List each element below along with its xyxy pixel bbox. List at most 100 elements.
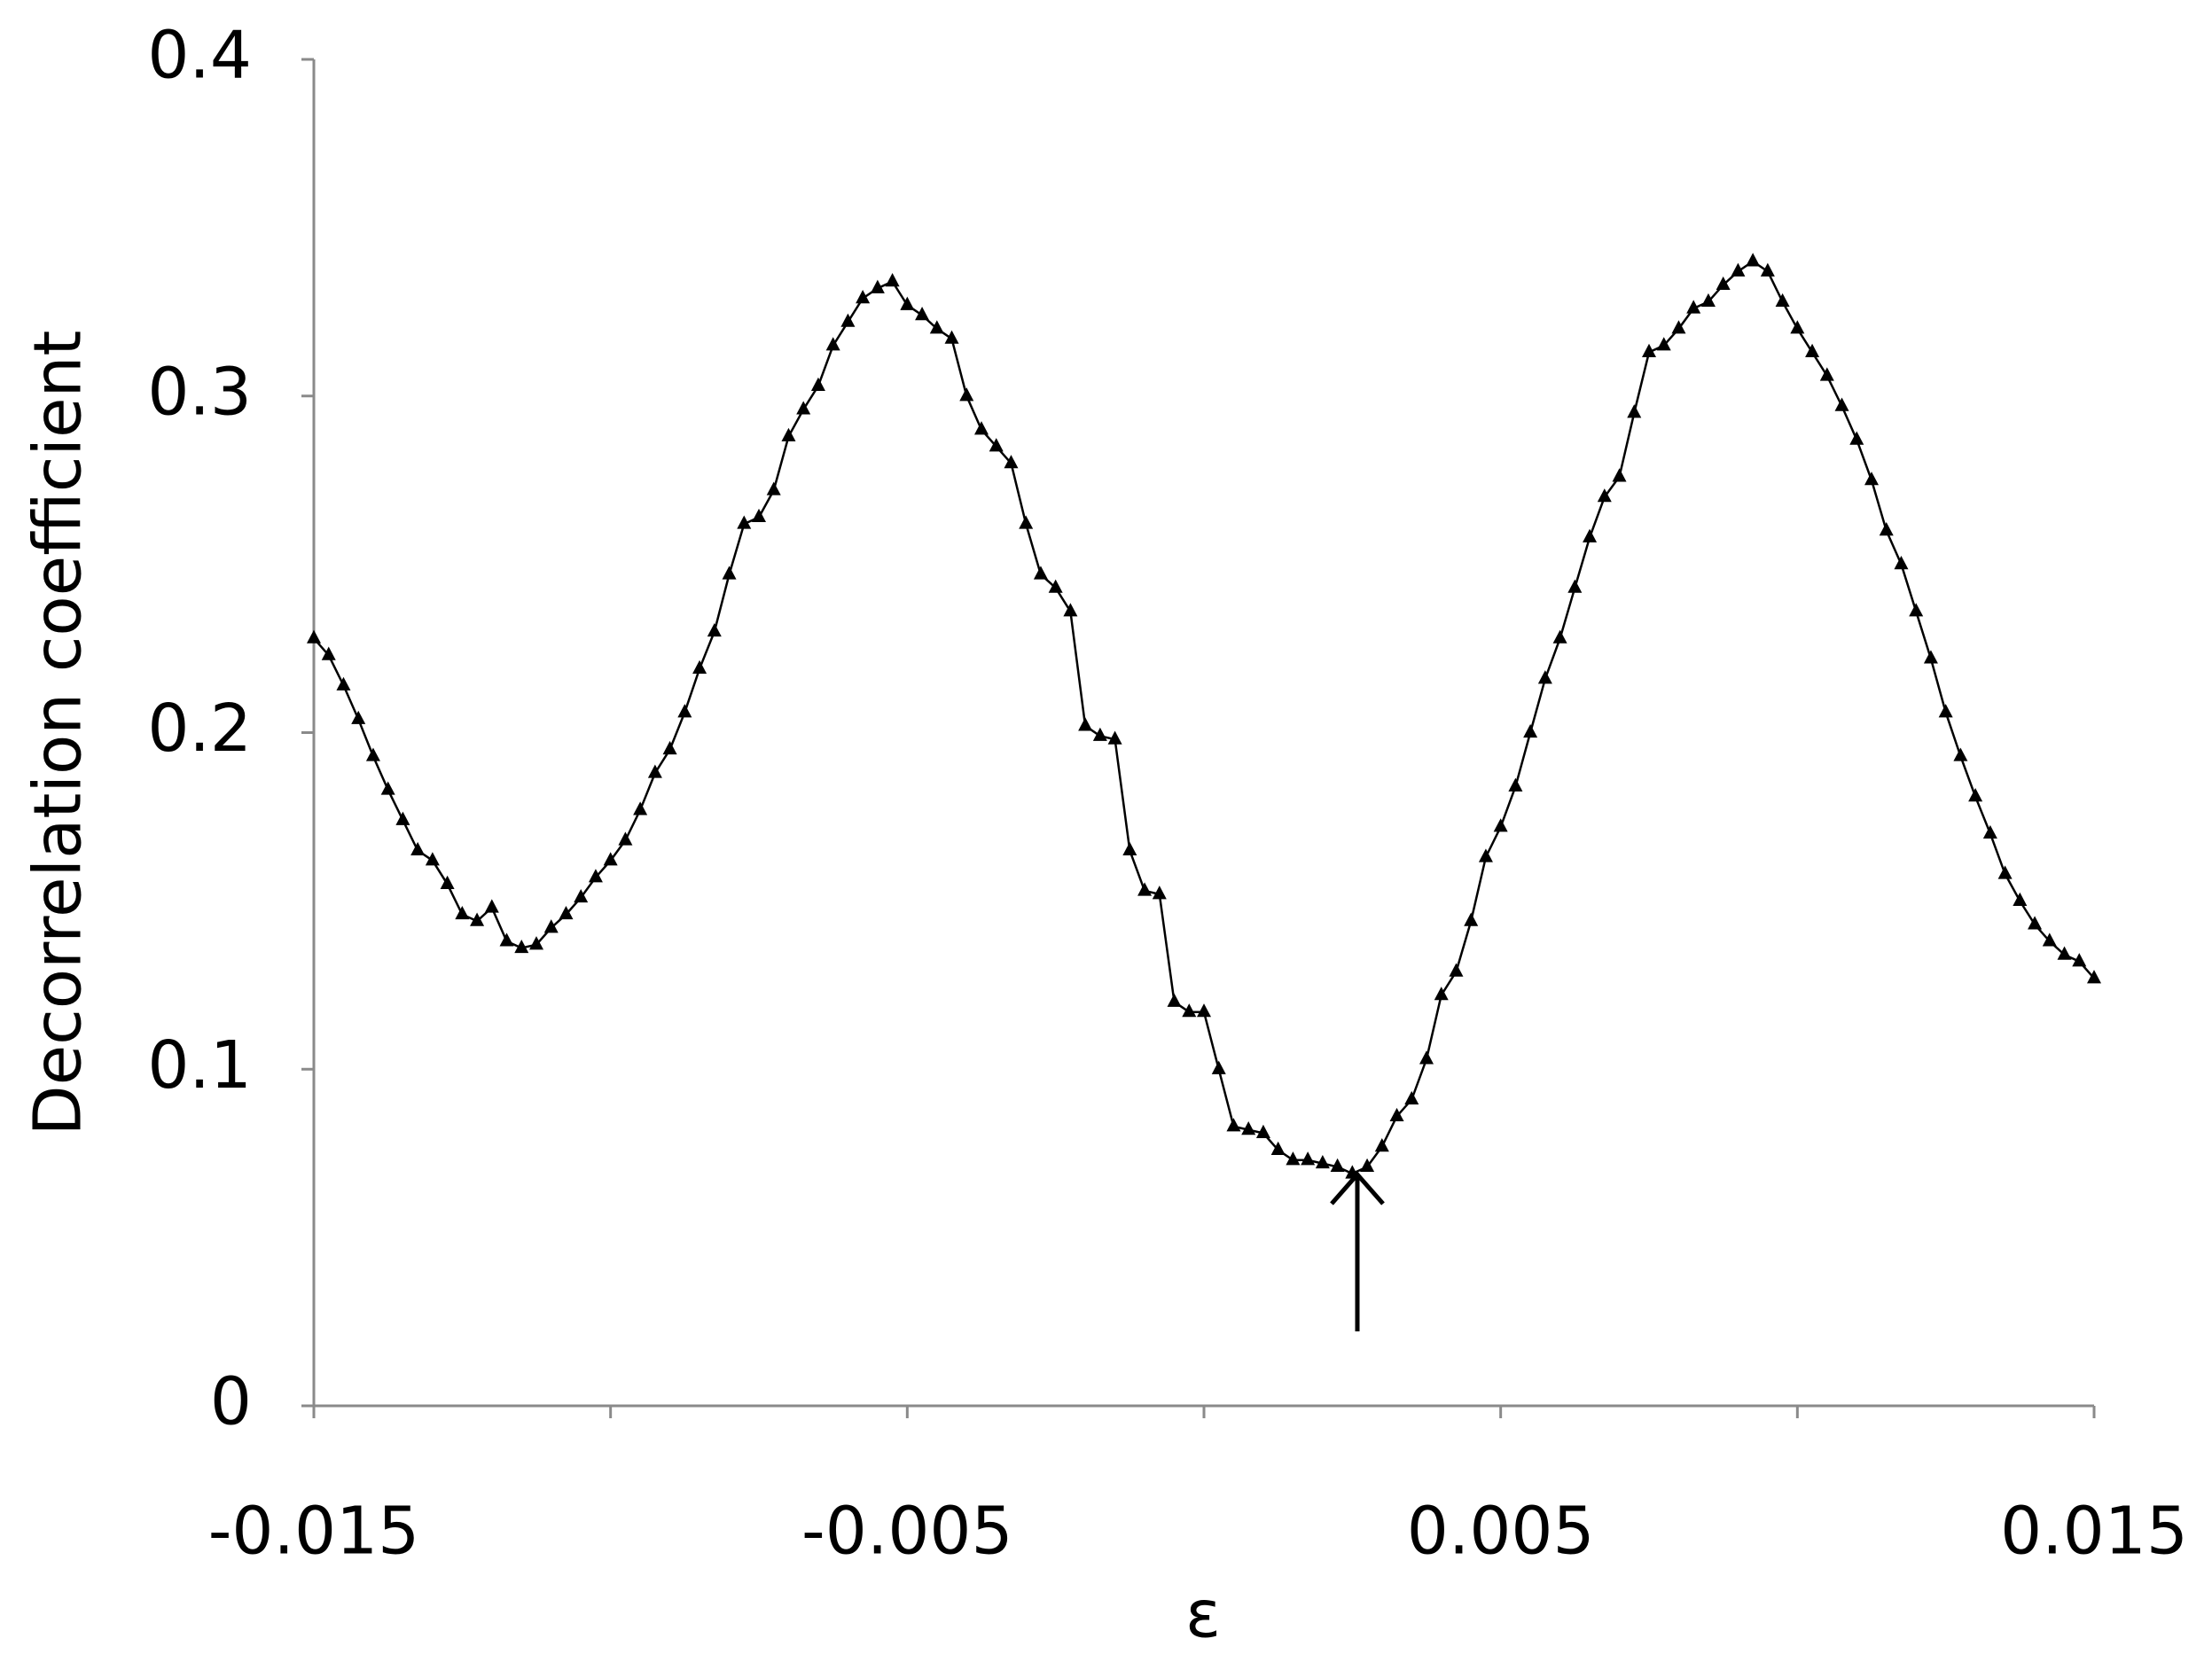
triangle-marker <box>1360 1158 1375 1172</box>
triangle-marker <box>588 869 603 883</box>
triangle-marker <box>856 290 871 304</box>
triangle-marker <box>1968 788 1983 802</box>
triangle-marker <box>380 781 395 795</box>
triangle-marker <box>1819 367 1834 381</box>
triangle-marker <box>351 710 366 724</box>
triangle-marker <box>1330 1158 1345 1172</box>
x-axis-label: ε <box>1185 1577 1221 1653</box>
triangle-marker <box>647 764 662 778</box>
triangle-marker <box>989 438 1004 452</box>
triangle-marker <box>633 801 648 815</box>
triangle-marker <box>810 377 825 391</box>
triangle-marker <box>737 515 752 529</box>
triangle-marker <box>752 508 766 523</box>
triangle-marker <box>1686 300 1701 314</box>
triangle-marker <box>1211 1060 1226 1074</box>
triangle-marker <box>1004 455 1019 469</box>
triangle-marker <box>677 704 692 718</box>
triangle-marker <box>1019 515 1034 529</box>
triangle-marker <box>1864 472 1879 486</box>
triangle-marker <box>1301 1151 1316 1166</box>
triangle-marker <box>1033 566 1048 580</box>
x-tick-label: 0.005 <box>1407 1494 1595 1570</box>
triangle-marker <box>1419 1050 1434 1065</box>
triangle-marker <box>1805 343 1820 357</box>
triangle-marker <box>1775 293 1790 308</box>
triangle-marker <box>692 659 707 674</box>
y-tick-label: 0.1 <box>147 1027 252 1104</box>
triangle-marker <box>440 875 455 889</box>
triangle-marker <box>336 676 351 691</box>
triangle-marker <box>1671 320 1686 334</box>
triangle-marker <box>915 307 930 321</box>
triangle-marker <box>885 273 900 287</box>
triangle-marker <box>766 481 781 495</box>
triangle-marker <box>840 313 856 327</box>
triangle-marker <box>870 279 885 293</box>
x-tick-label: -0.015 <box>208 1494 420 1570</box>
triangle-marker <box>1167 993 1182 1007</box>
triangle-marker <box>1731 262 1746 277</box>
triangle-marker <box>1790 320 1805 334</box>
triangle-marker <box>2057 946 2072 960</box>
triangle-marker <box>1092 727 1107 741</box>
triangle-marker <box>1597 488 1612 503</box>
triangle-marker <box>1152 886 1167 900</box>
triangle-marker <box>1063 603 1078 617</box>
triangle-marker <box>1508 777 1523 792</box>
triangle-marker <box>1849 431 1864 445</box>
triangle-marker <box>395 811 410 825</box>
y-tick-label: 0.4 <box>147 18 252 94</box>
y-axis-label: Decorrelation coefficient <box>20 331 97 1136</box>
triangle-marker <box>1537 670 1552 684</box>
triangle-marker <box>1627 404 1642 418</box>
triangle-marker <box>1982 824 1997 839</box>
triangle-marker <box>559 905 574 920</box>
triangle-marker <box>1552 629 1567 644</box>
triangle-marker <box>514 939 529 954</box>
triangle-marker <box>1834 397 1849 411</box>
triangle-marker <box>944 330 959 344</box>
triangle-marker <box>1938 704 1953 718</box>
triangle-marker <box>781 427 796 441</box>
triangle-marker <box>1107 730 1122 745</box>
triangle-marker <box>1700 293 1716 308</box>
triangle-marker <box>1612 468 1627 482</box>
triangle-marker <box>455 905 470 920</box>
triangle-marker <box>929 320 944 334</box>
triangle-marker <box>1583 528 1598 542</box>
y-tick-label: 0.3 <box>147 354 252 430</box>
triangle-marker <box>410 841 426 856</box>
triangle-marker <box>974 421 989 435</box>
triangle-marker <box>1716 276 1731 291</box>
y-tick-label: 0.2 <box>147 691 252 767</box>
triangle-marker <box>796 401 811 415</box>
triangle-marker <box>1255 1124 1270 1139</box>
triangle-marker <box>1909 603 1924 617</box>
triangle-marker <box>1464 912 1479 926</box>
triangle-marker <box>1923 650 1938 664</box>
triangle-marker <box>1078 717 1093 731</box>
triangle-marker <box>1286 1151 1301 1166</box>
triangle-marker <box>2042 932 2057 947</box>
triangle-marker <box>1567 579 1583 593</box>
triangle-marker <box>618 831 633 846</box>
triangle-marker <box>499 932 514 947</box>
triangle-marker <box>1182 1003 1197 1018</box>
triangle-marker <box>543 919 559 933</box>
triangle-marker <box>307 629 321 644</box>
y-tick-label: 0 <box>210 1364 252 1440</box>
triangle-marker <box>1997 865 2013 879</box>
triangle-marker <box>1122 841 1137 856</box>
triangle-marker <box>1374 1137 1389 1152</box>
triangle-marker <box>1434 987 1449 1001</box>
triangle-marker <box>707 622 722 637</box>
arrow-head <box>1330 1171 1385 1206</box>
triangle-marker <box>825 337 840 351</box>
triangle-marker <box>662 740 677 755</box>
triangle-marker <box>1478 848 1493 862</box>
triangle-marker <box>1879 522 1894 536</box>
triangle-marker <box>1746 253 1761 267</box>
triangle-marker <box>1404 1090 1419 1105</box>
